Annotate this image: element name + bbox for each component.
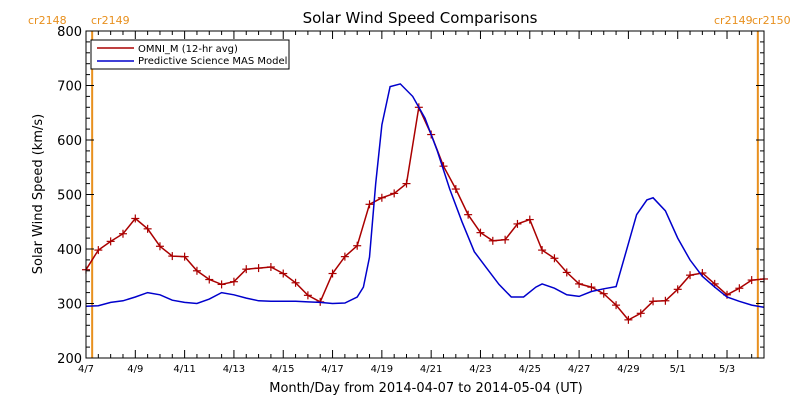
- data-point-marker: [217, 280, 226, 289]
- data-point-marker: [686, 271, 695, 280]
- x-tick-label: 4/7: [78, 364, 94, 375]
- chart-title: Solar Wind Speed Comparisons: [303, 9, 538, 27]
- data-point-marker: [747, 276, 756, 285]
- data-point-marker: [168, 252, 177, 261]
- data-point-marker: [229, 277, 238, 286]
- data-point-marker: [661, 296, 670, 305]
- data-point-marker: [328, 269, 337, 278]
- data-point-marker: [624, 315, 633, 324]
- data-point-marker: [525, 215, 534, 224]
- legend: OMNI_M (12-hr avg) Predictive Science MA…: [90, 39, 290, 70]
- data-point-marker: [612, 301, 621, 310]
- y-tick-label: 300: [57, 298, 82, 313]
- data-point-marker: [562, 268, 571, 277]
- data-point-marker: [291, 278, 300, 287]
- x-tick-label: 4/23: [469, 364, 491, 375]
- carrington-rotation-label: cr2150: [752, 14, 791, 27]
- data-point-marker: [266, 262, 275, 271]
- data-point-marker: [353, 241, 362, 250]
- data-point-marker: [106, 237, 115, 246]
- x-tick-label: 4/13: [223, 364, 245, 375]
- data-point-marker: [155, 242, 164, 251]
- data-point-marker: [192, 266, 201, 275]
- data-point-marker: [587, 283, 596, 292]
- y-axis-label: Solar Wind Speed (km/s): [31, 114, 46, 274]
- data-point-marker: [303, 291, 312, 300]
- data-point-marker: [464, 210, 473, 219]
- data-point-marker: [451, 185, 460, 194]
- carrington-rotation-label: cr2149: [91, 14, 130, 27]
- y-tick-label: 400: [57, 243, 82, 258]
- plot-frame: [85, 30, 765, 359]
- data-point-marker: [673, 285, 682, 294]
- data-point-marker: [242, 265, 251, 274]
- data-point-marker: [538, 246, 547, 255]
- y-tick-label: 500: [57, 189, 82, 204]
- legend-box: [90, 39, 290, 70]
- data-point-marker: [501, 235, 510, 244]
- data-point-marker: [476, 228, 485, 237]
- x-tick-label: 4/19: [371, 364, 393, 375]
- x-tick-label: 4/9: [127, 364, 143, 375]
- data-point-marker: [575, 279, 584, 288]
- data-point-marker: [488, 236, 497, 245]
- data-point-marker: [254, 264, 263, 273]
- carrington-rotation-label: cr2149: [714, 14, 753, 27]
- y-tick-label: 800: [57, 25, 82, 40]
- data-point-marker: [377, 193, 386, 202]
- x-tick-label: 4/11: [173, 364, 195, 375]
- data-point-marker: [94, 246, 103, 255]
- data-point-marker: [205, 275, 214, 284]
- data-point-marker: [118, 229, 127, 238]
- x-tick-label: 4/29: [617, 364, 639, 375]
- x-tick-label: 5/3: [719, 364, 735, 375]
- y-tick-label: 200: [57, 352, 82, 367]
- data-point-marker: [365, 200, 374, 209]
- data-point-marker: [402, 179, 411, 188]
- carrington-rotation-label: cr2148: [28, 14, 67, 27]
- x-axis-label: Month/Day from 2014-04-07 to 2014-05-04 …: [269, 381, 582, 396]
- x-tick-label: 4/25: [519, 364, 541, 375]
- data-point-marker: [513, 219, 522, 228]
- x-tick-label: 4/17: [321, 364, 343, 375]
- data-point-marker: [735, 284, 744, 293]
- data-point-marker: [636, 309, 645, 318]
- legend-label-omni: OMNI_M (12-hr avg): [138, 44, 238, 55]
- x-tick-label: 5/1: [670, 364, 686, 375]
- data-point-marker: [279, 269, 288, 278]
- series-line-mas: [85, 83, 765, 309]
- y-tick-label: 600: [57, 134, 82, 149]
- data-point-marker: [131, 214, 140, 223]
- data-point-marker: [599, 289, 608, 298]
- data-point-marker: [143, 224, 152, 233]
- data-point-marker: [340, 252, 349, 261]
- series-line-omni: [85, 104, 765, 321]
- legend-label-mas: Predictive Science MAS Model: [138, 56, 287, 67]
- x-tick-label: 4/15: [272, 364, 294, 375]
- data-point-marker: [180, 252, 189, 261]
- y-tick-label: 700: [57, 80, 82, 95]
- data-point-marker: [390, 189, 399, 198]
- data-point-marker: [649, 297, 658, 306]
- data-point-marker: [550, 254, 559, 263]
- x-tick-label: 4/21: [420, 364, 442, 375]
- x-tick-label: 4/27: [568, 364, 590, 375]
